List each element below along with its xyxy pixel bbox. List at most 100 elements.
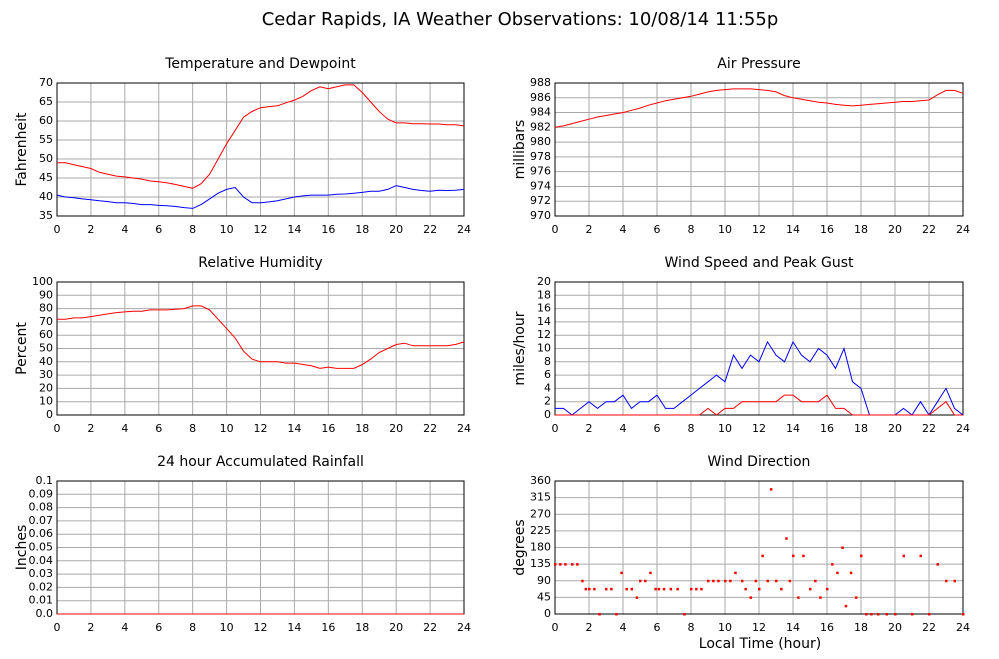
y-tick-label: 50 xyxy=(39,342,53,355)
point xyxy=(593,587,596,591)
point xyxy=(639,579,642,583)
y-tick-label: 315 xyxy=(530,491,551,504)
point xyxy=(860,554,863,558)
point xyxy=(865,613,868,616)
x-tick-label: 22 xyxy=(423,223,437,236)
x-tick-label: 12 xyxy=(254,422,268,435)
x-tick-label: 10 xyxy=(220,621,234,634)
x-tick-label: 4 xyxy=(620,621,627,634)
y-tick-label: 40 xyxy=(39,190,53,203)
y-tick-label: 0.02 xyxy=(29,580,54,593)
point xyxy=(788,579,792,583)
point xyxy=(724,579,727,583)
x-tick-label: 16 xyxy=(820,223,834,236)
x-tick-label: 10 xyxy=(220,422,234,435)
x-tick-label: 12 xyxy=(752,621,766,634)
chart-title: Wind Direction xyxy=(708,454,811,470)
point xyxy=(683,613,686,616)
y-tick-label: 0.05 xyxy=(29,541,54,554)
page-title: Cedar Rapids, IA Weather Observations: 1… xyxy=(262,9,779,30)
y-tick-label: 80 xyxy=(39,302,53,315)
y-tick-label: 12 xyxy=(537,328,551,341)
x-tick-label: 4 xyxy=(121,223,128,236)
x-tick-label: 22 xyxy=(423,422,437,435)
point xyxy=(854,596,858,599)
point xyxy=(610,587,613,591)
point xyxy=(654,587,657,591)
series-line xyxy=(56,185,465,209)
y-tick-label: 30 xyxy=(39,368,53,381)
x-tick-label: 2 xyxy=(586,621,593,634)
point xyxy=(769,488,773,491)
point xyxy=(797,596,800,599)
point xyxy=(766,579,769,583)
x-tick-label: 2 xyxy=(87,422,94,435)
y-tick-label: 0.09 xyxy=(29,487,54,500)
point xyxy=(919,554,922,558)
x-tick-label: 10 xyxy=(718,223,732,236)
y-tick-label: 0 xyxy=(544,408,551,421)
x-tick-label: 20 xyxy=(389,422,403,435)
x-tick-label: 8 xyxy=(189,223,196,236)
point xyxy=(690,587,693,591)
y-tick-label: 90 xyxy=(537,574,551,587)
x-tick-label: 4 xyxy=(121,422,128,435)
x-tick-label: 2 xyxy=(87,621,94,634)
point xyxy=(885,613,888,616)
x-tick-label: 4 xyxy=(620,422,627,435)
y-tick-label: 35 xyxy=(39,209,53,222)
point xyxy=(962,613,965,616)
y-tick-label: 988 xyxy=(530,76,551,89)
point xyxy=(844,604,848,608)
point xyxy=(826,587,829,591)
point xyxy=(761,554,764,558)
y-tick-label: 20 xyxy=(537,275,551,288)
x-tick-label: 14 xyxy=(786,422,800,435)
point xyxy=(564,563,567,566)
point xyxy=(554,563,557,566)
y-tick-label: 986 xyxy=(530,91,551,104)
x-tick-label: 22 xyxy=(922,422,936,435)
y-tick-label: 45 xyxy=(537,590,551,603)
y-tick-label: 970 xyxy=(530,209,551,222)
y-tick-label: 16 xyxy=(537,302,551,315)
y-tick-label: 0 xyxy=(544,607,551,620)
x-tick-label: 24 xyxy=(956,621,970,634)
x-tick-label: 0 xyxy=(552,422,559,435)
x-tick-label: 16 xyxy=(820,621,834,634)
point xyxy=(819,596,822,599)
point xyxy=(676,587,679,591)
y-tick-label: 18 xyxy=(537,288,551,301)
y-axis-label: degrees xyxy=(512,519,528,575)
point xyxy=(741,579,744,583)
point xyxy=(615,613,618,616)
x-tick-label: 0 xyxy=(552,223,559,236)
x-tick-label: 14 xyxy=(786,223,800,236)
x-tick-label: 0 xyxy=(552,621,559,634)
y-tick-label: 978 xyxy=(530,150,551,163)
point xyxy=(700,587,703,591)
x-tick-label: 6 xyxy=(654,223,661,236)
point xyxy=(831,563,834,566)
y-tick-label: 55 xyxy=(39,133,53,146)
x-tick-label: 24 xyxy=(457,223,471,236)
y-tick-label: 974 xyxy=(530,179,551,192)
y-tick-label: 0 xyxy=(46,408,53,421)
point xyxy=(620,571,623,575)
y-tick-label: 70 xyxy=(39,76,53,89)
point xyxy=(695,587,698,591)
x-tick-label: 8 xyxy=(688,621,695,634)
point xyxy=(669,587,673,591)
x-tick-label: 14 xyxy=(786,621,800,634)
x-tick-label: 22 xyxy=(922,223,936,236)
x-tick-label: 18 xyxy=(355,422,369,435)
point xyxy=(581,579,584,583)
point xyxy=(758,587,761,591)
x-tick-label: 12 xyxy=(752,422,766,435)
x-tick-label: 14 xyxy=(287,621,301,634)
point xyxy=(576,563,579,566)
point xyxy=(749,596,752,599)
chart-title: Air Pressure xyxy=(717,56,800,72)
chart-title: 24 hour Accumulated Rainfall xyxy=(157,454,364,470)
y-tick-label: 2 xyxy=(544,395,551,408)
